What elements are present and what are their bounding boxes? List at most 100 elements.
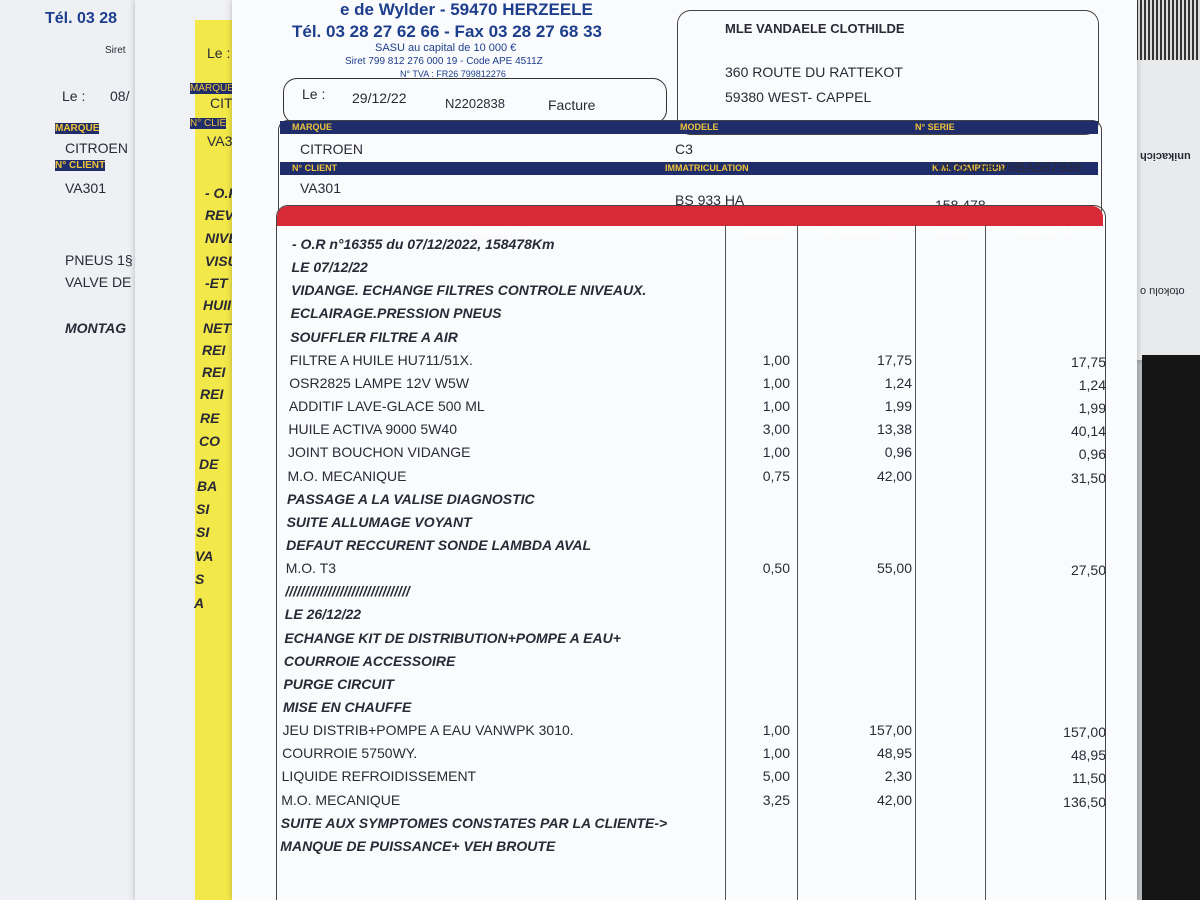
amount: 157,00 [1063, 724, 1106, 741]
quantity: 1,00 [762, 398, 790, 415]
back-paper [0, 0, 150, 900]
vat: N° TVA : FR26 799812276 [400, 69, 506, 79]
date: 29/12/22 [352, 90, 407, 106]
background-text: MARQUE [190, 83, 234, 94]
background-text: NET [203, 320, 231, 336]
designation: JEU DISTRIB+POMPE A EAU VANWPK 3010. [282, 722, 574, 739]
barcode [1128, 0, 1200, 60]
column-line [725, 225, 726, 900]
unit-price: 13,38 [876, 421, 912, 438]
client-address: 360 ROUTE DU RATTEKOT [725, 64, 903, 80]
designation: - O.R n°16355 du 07/12/2022, 158478Km [292, 236, 555, 252]
designation: FILTRE A HUILE HU711/51X. [289, 351, 473, 368]
unit-price: 2,30 [884, 768, 912, 785]
vehicle-label: K.M. COMPTEUR [932, 163, 1005, 173]
quantity: 3,25 [762, 791, 790, 808]
background-text: S [195, 571, 205, 587]
unit-price: 55,00 [876, 560, 912, 577]
designation: PASSAGE A LA VALISE DIAGNOSTIC [287, 490, 535, 507]
phone: Tél. 03 28 27 62 66 - Fax 03 28 27 68 33 [292, 22, 603, 41]
doc-type: Facture [548, 97, 596, 113]
amount: 1,99 [1078, 400, 1106, 417]
right-paper [1125, 0, 1200, 360]
background-text: VISU [205, 253, 238, 269]
quantity: 5,00 [762, 768, 790, 785]
vehicle-value: VA301 [300, 180, 341, 196]
column-header: Remise [933, 227, 967, 237]
quantity: 3,00 [762, 421, 790, 438]
unit-price: 1,99 [884, 398, 912, 415]
designation: ADDITIF LAVE-GLACE 500 ML [288, 398, 485, 415]
background-text: PNEUS 1§ [65, 252, 133, 268]
client-box [677, 10, 1099, 135]
amount: 136,50 [1063, 793, 1106, 810]
background-text: SI [196, 501, 210, 517]
quantity: 0,75 [762, 467, 790, 484]
unit-price: 17,75 [876, 351, 912, 368]
background-text: 08/ [110, 88, 130, 104]
client-city: 59380 WEST- CAPPEL [725, 89, 872, 105]
amount: 31,50 [1070, 469, 1106, 486]
designation: LE 07/12/22 [291, 259, 368, 276]
background-text: Le : [62, 88, 86, 104]
amount: 27,50 [1070, 562, 1106, 579]
designation: SUITE AUX SYMPTOMES CONSTATES PAR LA CLI… [280, 814, 668, 831]
dark-object [1142, 355, 1200, 900]
designation: M.O. T3 [285, 560, 336, 577]
designation: MANQUE DE PUISSANCE+ VEH BROUTE [280, 837, 556, 854]
client-name: MLE VANDAELE CLOTHILDE [725, 21, 905, 36]
background-text: CO [199, 433, 220, 449]
background-text: VALVE DE [65, 274, 132, 290]
designation: SUITE ALLUMAGE VOYANT [286, 513, 472, 530]
background-text: Siret [105, 45, 126, 56]
quantity: 0,50 [762, 560, 790, 577]
date-label: Le : [302, 86, 326, 102]
column-line [985, 225, 986, 900]
vehicle-label: N° SERIE [915, 122, 955, 132]
unit-price: 1,24 [884, 374, 912, 391]
background-text: REVI [205, 207, 238, 223]
background-text: VA301 [65, 180, 106, 196]
vehicle-value: C3 [675, 141, 693, 157]
background-text: unikacich [1140, 150, 1191, 162]
designation: ECHANGE KIT DE DISTRIBUTION+POMPE A EAU+ [284, 629, 621, 646]
quantity: 1,00 [762, 444, 790, 461]
vehicle-value: CITROEN [300, 141, 363, 157]
designation: PURGE CIRCUIT [283, 675, 394, 692]
amount: 11,50 [1072, 770, 1106, 787]
background-text: RE [200, 410, 220, 426]
table-box [276, 205, 1106, 900]
designation: OSR2825 LAMPE 12V W5W [289, 374, 470, 391]
quantity: 1,00 [762, 722, 790, 739]
column-header: PRIX UNITAIRE H.T. [814, 227, 898, 237]
background-text: - O.R [205, 185, 239, 201]
background-text: CITROEN [65, 140, 128, 156]
background-text: N° CLIE [190, 118, 227, 129]
designation: JOINT BOUCHON VIDANGE [287, 444, 471, 461]
column-header: MONTANT H.T. [1012, 227, 1076, 237]
designation: DEFAUT RECCURENT SONDE LAMBDA AVAL [286, 536, 592, 553]
unit-price: 157,00 [869, 722, 912, 739]
background-text: SI [196, 524, 210, 540]
vehicle-label: MODELE [680, 122, 719, 132]
vehicle-value: VF7SCHFV0BA587939 [935, 159, 1082, 175]
vehicle-label: N° CLIENT [292, 163, 338, 173]
designation: LE 26/12/22 [284, 606, 362, 623]
table-header-band [277, 206, 1103, 226]
background-text: DE [199, 456, 219, 472]
designation: //////////////////////////////// [285, 583, 410, 600]
vehicle-value: BS 933 HA [675, 192, 745, 208]
quantity: 1,00 [762, 374, 790, 391]
designation: VIDANGE. ECHANGE FILTRES CONTROLE NIVEAU… [291, 282, 647, 299]
background-text: REI [200, 386, 224, 402]
background-text: NIVE [205, 230, 238, 246]
designation: MISE EN CHAUFFE [283, 699, 412, 715]
address: e de Wylder - 59470 HERZEELE [340, 0, 593, 19]
capital: SASU au capital de 10 000 € [375, 42, 517, 54]
column-line [915, 225, 916, 900]
background-text: MARQUE [55, 123, 100, 134]
background-text: Tél. 03 28 [45, 10, 118, 27]
column-header: DÉSIGNATION [470, 227, 532, 237]
background-text: REI [202, 342, 226, 358]
